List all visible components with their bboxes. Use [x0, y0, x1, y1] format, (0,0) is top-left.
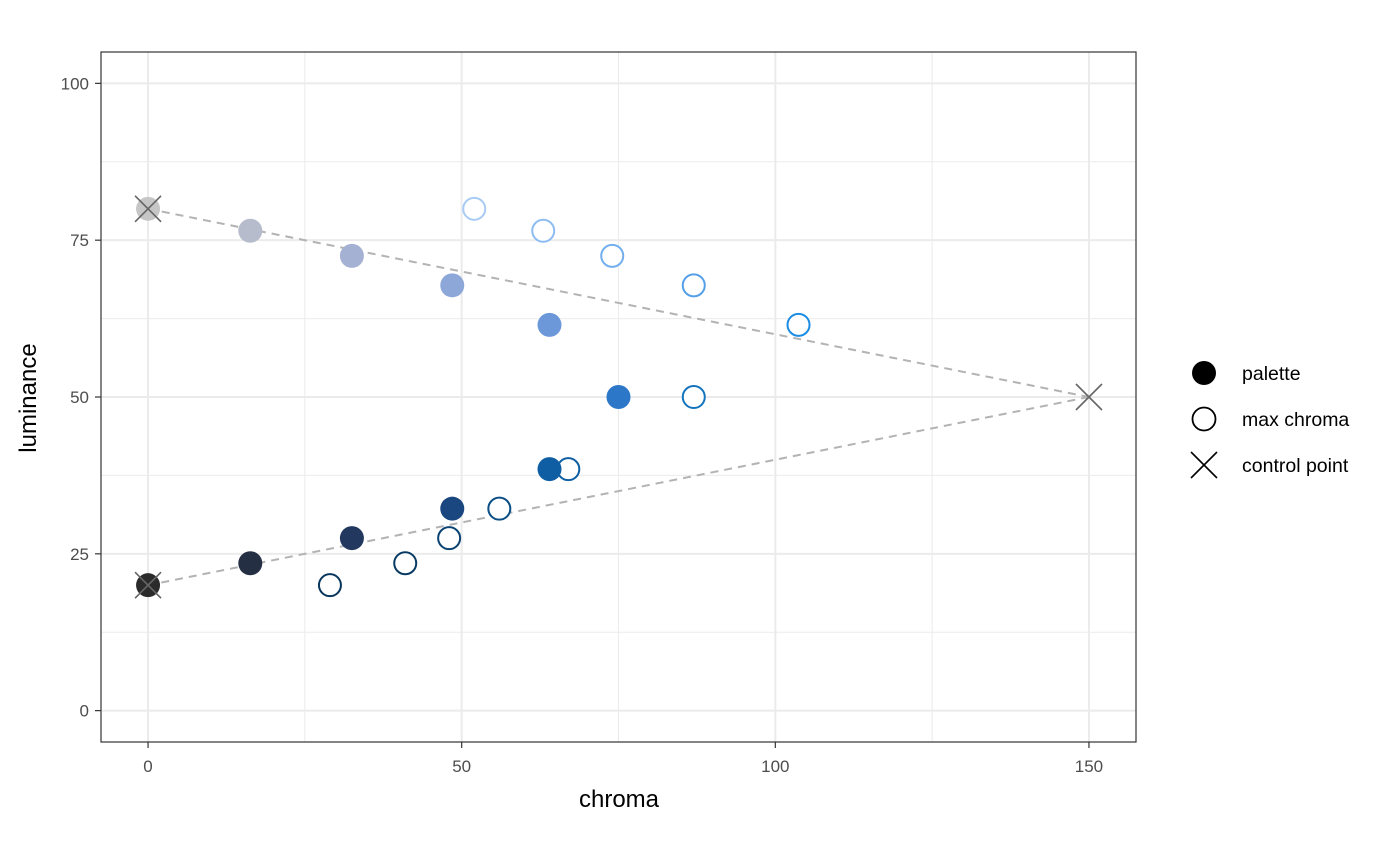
y-tick-label: 50 — [70, 388, 89, 407]
y-tick-label: 75 — [70, 231, 89, 250]
palette-point — [538, 457, 562, 481]
max-chroma-point — [488, 498, 510, 520]
max-chroma-point — [683, 386, 705, 408]
palette-point — [340, 526, 364, 550]
x-axis-title: chroma — [579, 786, 660, 813]
max-chroma-point — [683, 274, 705, 296]
legend-key-filled-circle — [1192, 361, 1216, 385]
palette-point — [440, 273, 464, 297]
y-tick-label: 100 — [61, 74, 89, 93]
legend-label: palette — [1242, 363, 1301, 385]
x-tick-label: 50 — [452, 757, 471, 776]
y-axis-title: luminance — [15, 343, 42, 452]
legend-entry-palette: palette — [1192, 361, 1301, 385]
palette-point — [607, 385, 631, 409]
max-chroma-point — [438, 527, 460, 549]
palette-point — [340, 244, 364, 268]
y-tick-label: 25 — [70, 545, 89, 564]
x-tick-label: 150 — [1075, 757, 1103, 776]
max-chroma-point — [532, 220, 554, 242]
legend-label: max chroma — [1242, 409, 1349, 431]
max-chroma-point — [463, 198, 485, 220]
x-tick-label: 0 — [143, 757, 152, 776]
palette-point — [538, 313, 562, 337]
max-chroma-point — [319, 574, 341, 596]
palette-point — [238, 219, 262, 243]
max-chroma-point — [788, 314, 810, 336]
palette-point — [440, 497, 464, 521]
max-chroma-point — [394, 552, 416, 574]
x-tick-label: 100 — [761, 757, 789, 776]
max-chroma-point — [601, 245, 623, 267]
legend-label: control point — [1242, 455, 1349, 477]
y-tick-label: 0 — [80, 702, 89, 721]
legend-key-open-circle — [1193, 408, 1216, 431]
palette-point — [238, 551, 262, 575]
